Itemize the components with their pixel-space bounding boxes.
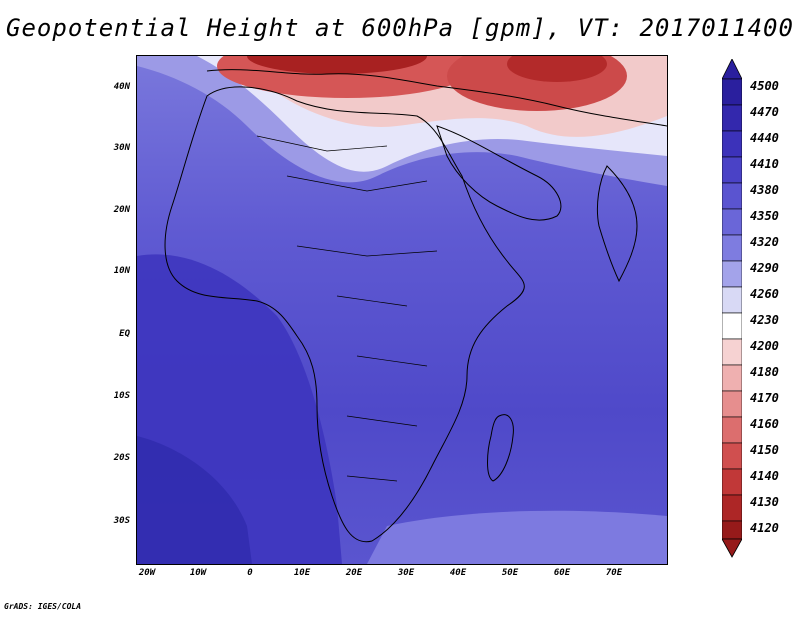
madagascar-outline	[487, 414, 514, 482]
colorbar-label: 4290	[750, 261, 779, 275]
colorbar-segment	[722, 78, 742, 106]
chart-title: Geopotential Height at 600hPa [gpm], VT:…	[6, 14, 794, 42]
lon-label-0: 0	[247, 568, 253, 578]
credit-text: GrADS: IGES/COLA	[4, 602, 82, 611]
colorbar-label: 4410	[750, 157, 779, 171]
field-dark-southwest	[137, 436, 252, 564]
colorbar-label: 4180	[750, 365, 779, 379]
lon-label-10w: 10W	[189, 568, 207, 578]
colorbar-segment	[722, 364, 742, 392]
lat-label-10n: 10N	[113, 266, 130, 276]
map-panel	[136, 55, 668, 565]
colorbar-label: 4500	[750, 79, 779, 93]
lon-label-20e: 20E	[345, 568, 363, 578]
colorbar-segment	[722, 338, 742, 366]
lat-label-eq: EQ	[119, 329, 130, 339]
colorbar-label: 4200	[750, 339, 779, 353]
colorbar-label: 4320	[750, 235, 779, 249]
field-south-light	[367, 510, 667, 564]
colorbar-label: 4160	[750, 417, 779, 431]
colorbar-segment	[722, 520, 742, 540]
colorbar-segment	[722, 156, 742, 184]
colorbar-label: 4350	[750, 209, 779, 223]
lon-label-60e: 60E	[553, 568, 571, 578]
africa-outline	[164, 86, 525, 543]
colorbar-segment	[722, 182, 742, 210]
lon-label-50e: 50E	[501, 568, 519, 578]
colorbar-segment	[722, 494, 742, 522]
lon-label-30e: 30E	[397, 568, 415, 578]
colorbar-bottom-arrow	[722, 538, 742, 558]
colorbar-label: 4130	[750, 495, 779, 509]
lat-label-20s: 20S	[113, 453, 130, 463]
colorbar	[722, 59, 742, 558]
colorbar-segment	[722, 104, 742, 132]
europe-outline	[206, 69, 667, 127]
colorbar-segment	[722, 468, 742, 496]
colorbar-label: 4120	[750, 521, 779, 535]
colorbar-top-arrow	[722, 59, 742, 80]
colorbar-segment	[722, 130, 742, 158]
colorbar-segment	[722, 312, 742, 340]
colorbar-segment	[722, 208, 742, 236]
field-red-core-4	[507, 56, 607, 82]
colorbar-segment	[722, 234, 742, 262]
lon-label-10e: 10E	[293, 568, 311, 578]
colorbar-segment	[722, 286, 742, 314]
india-outline	[596, 165, 638, 283]
lat-label-30s: 30S	[113, 516, 130, 526]
colorbar-segment	[722, 416, 742, 444]
colorbar-label: 4230	[750, 313, 779, 327]
borders-lines	[256, 135, 438, 482]
colorbar-label: 4140	[750, 469, 779, 483]
colorbar-label: 4470	[750, 105, 779, 119]
lon-label-20w: 20W	[138, 568, 156, 578]
lon-label-40e: 40E	[449, 568, 467, 578]
arabia-outline	[436, 125, 562, 221]
colorbar-label: 4440	[750, 131, 779, 145]
colorbar-label: 4150	[750, 443, 779, 457]
lat-label-10s: 10S	[113, 391, 130, 401]
colorbar-label: 4170	[750, 391, 779, 405]
colorbar-segment	[722, 260, 742, 288]
colorbar-label: 4380	[750, 183, 779, 197]
lat-label-30n: 30N	[113, 143, 130, 153]
lat-label-40n: 40N	[113, 82, 130, 92]
lon-label-70e: 70E	[605, 568, 623, 578]
field-red-core-3	[247, 56, 427, 74]
colorbar-segment	[722, 442, 742, 470]
map-svg	[137, 56, 667, 564]
lat-label-20n: 20N	[113, 205, 130, 215]
colorbar-segment	[722, 390, 742, 418]
colorbar-label: 4260	[750, 287, 779, 301]
